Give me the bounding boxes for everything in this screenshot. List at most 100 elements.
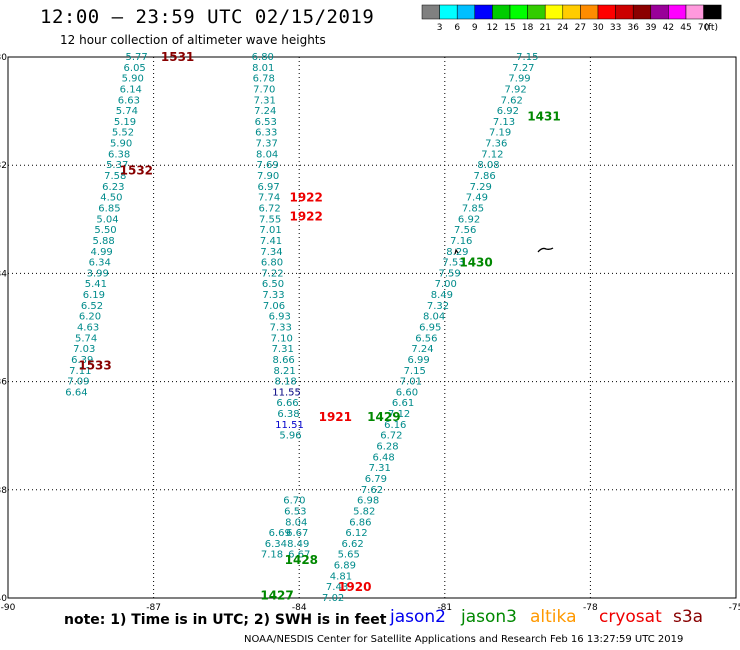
wave-height-value: 7.59 <box>439 268 461 279</box>
wave-height-value: 6.53 <box>284 506 306 517</box>
wave-height-value: 8.21 <box>274 366 296 377</box>
wave-height-value: 7.58 <box>104 171 126 182</box>
wave-height-value: 5.41 <box>85 279 107 290</box>
colorbar-swatch <box>580 4 599 20</box>
colorbar-swatch <box>421 4 440 20</box>
colorbar-swatch <box>527 4 546 20</box>
wave-height-value: 5.96 <box>279 431 301 442</box>
pass-time-label: 1427 <box>260 588 293 602</box>
wave-height-value: 7.74 <box>258 193 280 204</box>
wave-height-value: 7.53 <box>442 258 464 269</box>
wave-height-value: 6.39 <box>71 355 93 366</box>
colorbar-swatch <box>509 4 528 20</box>
wave-height-value: 7.49 <box>466 193 488 204</box>
wave-height-value: 6.80 <box>252 52 274 63</box>
wave-height-value: 6.61 <box>392 398 414 409</box>
wave-height-value: 6.50 <box>262 279 284 290</box>
wave-height-value: 6.92 <box>458 214 480 225</box>
pass-time-label: 1922 <box>289 191 322 205</box>
wave-height-value: 4.63 <box>77 323 99 334</box>
wave-height-value: 7.15 <box>404 366 426 377</box>
pass-time-label: 1429 <box>367 410 400 424</box>
wave-height-value: 6.97 <box>257 182 279 193</box>
wave-height-value: 7.90 <box>257 171 279 182</box>
colorbar-swatch <box>703 4 722 20</box>
wave-height-value: 6.66 <box>276 398 298 409</box>
colorbar-label: 12 <box>487 23 498 33</box>
wave-height-value: 6.12 <box>345 528 367 539</box>
wave-height-value: 7.15 <box>516 52 538 63</box>
colorbar-swatch <box>439 4 458 20</box>
wave-height-value: 5.88 <box>92 236 114 247</box>
wave-height-value: 5.77 <box>125 52 147 63</box>
y-tick-label: -34 <box>0 269 7 279</box>
wave-height-value: 4.81 <box>330 571 352 582</box>
wave-height-value: 5.90 <box>122 74 144 85</box>
y-tick-label: -30 <box>0 53 7 63</box>
island-shape <box>454 248 459 255</box>
x-tick-label: -81 <box>437 603 452 613</box>
wave-height-value: 7.22 <box>261 268 283 279</box>
wave-height-value: 7.00 <box>435 279 457 290</box>
colorbar-label: 42 <box>663 23 674 33</box>
wave-height-value: 5.82 <box>353 506 375 517</box>
wave-height-value: 6.19 <box>83 290 105 301</box>
wave-height-value: 6.05 <box>124 63 146 74</box>
wave-height-value: 7.62 <box>361 485 383 496</box>
colorbar-label: 15 <box>504 23 515 33</box>
island-shape <box>537 247 554 253</box>
wave-height-value: 7.43 <box>326 582 348 593</box>
colorbar-label: 6 <box>454 23 460 33</box>
wave-height-value: 5.90 <box>110 139 132 150</box>
wave-height-value: 8.08 <box>477 160 499 171</box>
wave-height-value: 11.51 <box>275 420 304 431</box>
pass-time-label: 1428 <box>285 553 318 567</box>
plot-frame <box>7 56 737 599</box>
wave-height-value: 7.92 <box>505 84 527 95</box>
colorbar-label: 45 <box>680 23 691 33</box>
wave-height-value: 7.01 <box>259 225 281 236</box>
wave-height-value: 6.62 <box>341 539 363 550</box>
wave-height-value: 7.31 <box>272 344 294 355</box>
wave-height-value: 6.53 <box>255 117 277 128</box>
wave-height-value: 7.55 <box>259 214 281 225</box>
wave-height-value: 6.98 <box>357 496 379 507</box>
satellite-legend-jason3: jason3 <box>461 607 517 627</box>
x-tick-label: -78 <box>583 603 598 613</box>
wave-height-value: 7.99 <box>508 74 530 85</box>
pass-time-label: 1532 <box>120 164 153 178</box>
wave-height-value: 6.72 <box>380 431 402 442</box>
wave-height-value: 7.56 <box>454 225 476 236</box>
pass-time-label: 1531 <box>161 50 194 64</box>
colorbar-label: 36 <box>627 23 639 33</box>
colorbar-label: (ft) <box>704 23 718 33</box>
wave-height-value: 6.56 <box>415 333 437 344</box>
wave-height-value: 7.01 <box>400 377 422 388</box>
wave-height-value: 7.12 <box>388 409 410 420</box>
wave-height-value: 6.69 <box>269 528 291 539</box>
wave-height-value: 5.65 <box>338 550 360 561</box>
pass-time-label: 1430 <box>459 256 492 270</box>
colorbar-swatch <box>615 4 634 20</box>
x-tick-label: -90 <box>1 603 16 613</box>
wave-height-value: 6.95 <box>419 323 441 334</box>
wave-height-value: 7.62 <box>501 95 523 106</box>
wave-height-value: 6.38 <box>277 409 299 420</box>
wave-height-value: 6.23 <box>102 182 124 193</box>
colorbar-swatch <box>650 4 669 20</box>
wave-height-value: 6.34 <box>89 258 111 269</box>
x-tick-label: -75 <box>729 603 740 613</box>
wave-height-value: 4.99 <box>91 247 113 258</box>
wave-height-value: 6.72 <box>258 203 280 214</box>
wave-height-value: 7.13 <box>493 117 515 128</box>
wave-height-value: 5.19 <box>114 117 136 128</box>
colorbar-label: 24 <box>557 23 569 33</box>
wave-height-value: 6.85 <box>98 203 120 214</box>
y-tick-label: -36 <box>0 378 7 388</box>
wave-height-value: 11.55 <box>272 387 301 398</box>
pass-time-label: 1921 <box>319 410 352 424</box>
wave-height-value: 7.10 <box>271 333 293 344</box>
colorbar-label: 30 <box>592 23 604 33</box>
chart-subtitle: 12 hour collection of altimeter wave hei… <box>60 33 326 47</box>
